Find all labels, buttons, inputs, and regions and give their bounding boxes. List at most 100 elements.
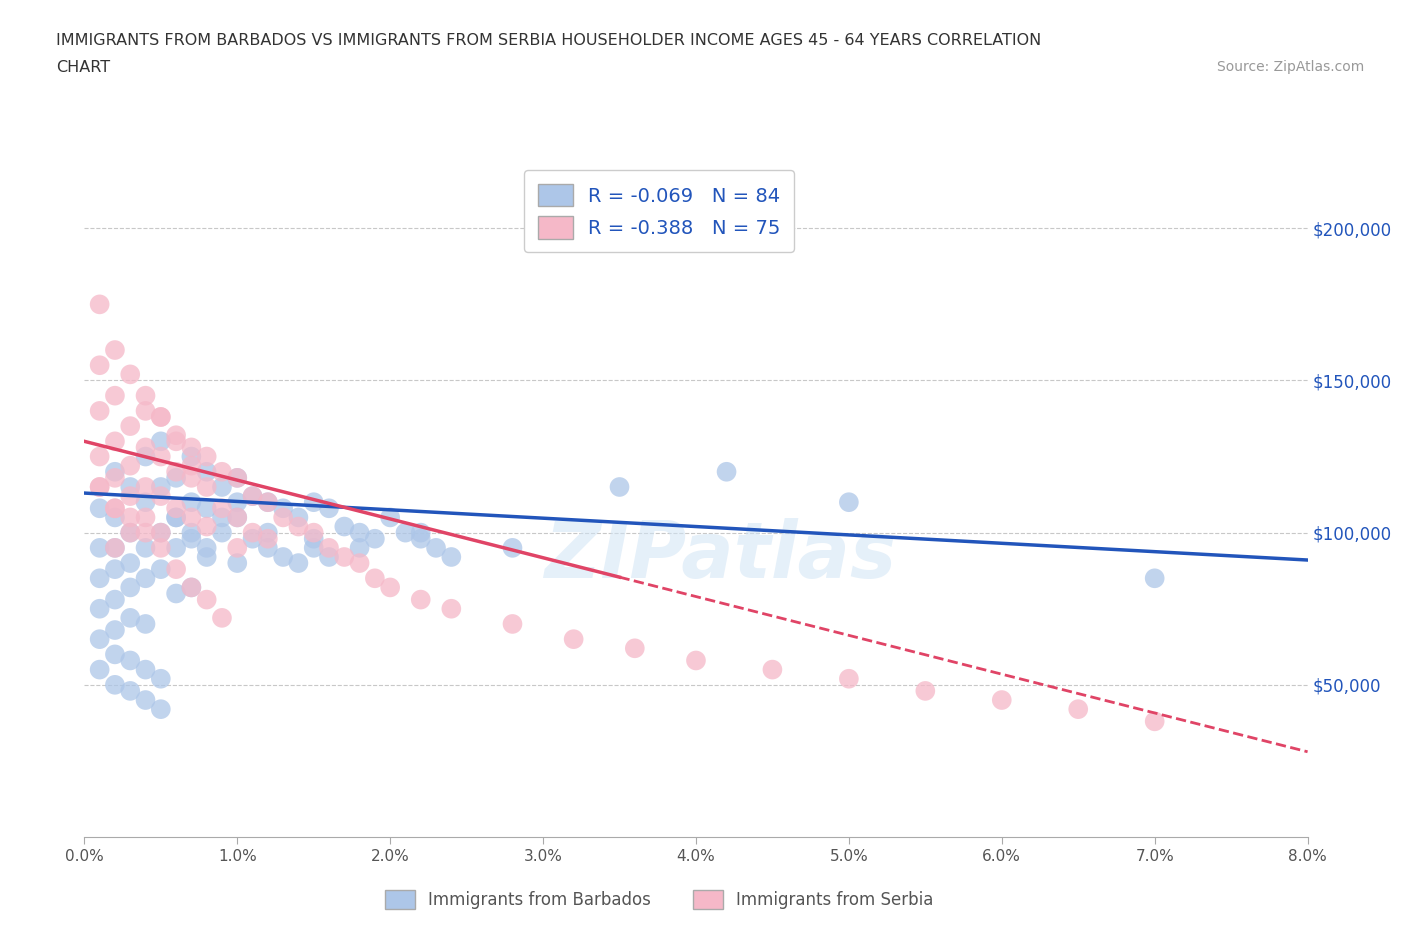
Point [135,662,157,677]
Point [333,519,356,534]
Point [120,480,142,495]
Point [135,571,157,586]
Point [135,693,157,708]
Point [104,510,127,525]
Point [425,540,447,555]
Point [89,358,111,373]
Point [165,586,187,601]
Point [165,510,187,525]
Point [502,617,524,631]
Point [149,409,172,424]
Point [211,525,233,540]
Point [135,449,157,464]
Point [333,550,356,565]
Point [104,471,127,485]
Point [104,677,127,692]
Point [211,480,233,495]
Point [120,418,142,433]
Point [226,555,249,570]
Point [271,550,294,565]
Point [165,510,187,525]
Point [271,501,294,516]
Point [180,471,202,485]
Text: ZIPatlas: ZIPatlas [544,518,897,593]
Point [180,580,202,595]
Point [135,404,157,418]
Point [135,540,157,555]
Point [211,464,233,479]
Point [226,495,249,510]
Point [165,428,187,443]
Point [440,602,463,617]
Point [104,501,127,516]
Point [120,458,142,473]
Point [135,510,157,525]
Point [180,495,202,510]
Point [180,458,202,473]
Point [89,571,111,586]
Point [226,540,249,555]
Point [226,471,249,485]
Point [242,488,264,503]
Point [120,610,142,625]
Point [226,510,249,525]
Point [562,631,585,646]
Point [914,684,936,698]
Point [149,409,172,424]
Point [302,531,325,546]
Point [89,297,111,312]
Point [257,495,280,510]
Point [257,540,280,555]
Point [409,592,432,607]
Point [104,647,127,662]
Point [104,622,127,637]
Point [89,631,111,646]
Point [364,531,387,546]
Point [349,540,371,555]
Point [349,525,371,540]
Point [1143,571,1166,586]
Point [364,571,387,586]
Point [195,480,218,495]
Text: IMMIGRANTS FROM BARBADOS VS IMMIGRANTS FROM SERBIA HOUSEHOLDER INCOME AGES 45 - : IMMIGRANTS FROM BARBADOS VS IMMIGRANTS F… [56,33,1042,47]
Point [149,671,172,686]
Point [149,540,172,555]
Point [120,367,142,382]
Point [120,684,142,698]
Point [409,531,432,546]
Text: CHART: CHART [56,60,110,75]
Point [135,495,157,510]
Point [195,501,218,516]
Point [394,525,416,540]
Point [380,510,402,525]
Legend: Immigrants from Barbados, Immigrants from Serbia: Immigrants from Barbados, Immigrants fro… [378,884,941,916]
Point [89,449,111,464]
Point [149,525,172,540]
Point [257,531,280,546]
Point [195,540,218,555]
Point [149,562,172,577]
Point [104,464,127,479]
Point [89,662,111,677]
Point [211,510,233,525]
Point [180,510,202,525]
Point [349,555,371,570]
Point [409,525,432,540]
Point [135,617,157,631]
Point [195,464,218,479]
Point [89,501,111,516]
Point [104,592,127,607]
Point [991,693,1014,708]
Point [609,480,631,495]
Point [242,531,264,546]
Point [120,525,142,540]
Point [838,671,860,686]
Point [89,602,111,617]
Point [120,653,142,668]
Point [287,519,309,534]
Point [242,525,264,540]
Point [165,464,187,479]
Point [761,662,783,677]
Point [380,580,402,595]
Point [149,525,172,540]
